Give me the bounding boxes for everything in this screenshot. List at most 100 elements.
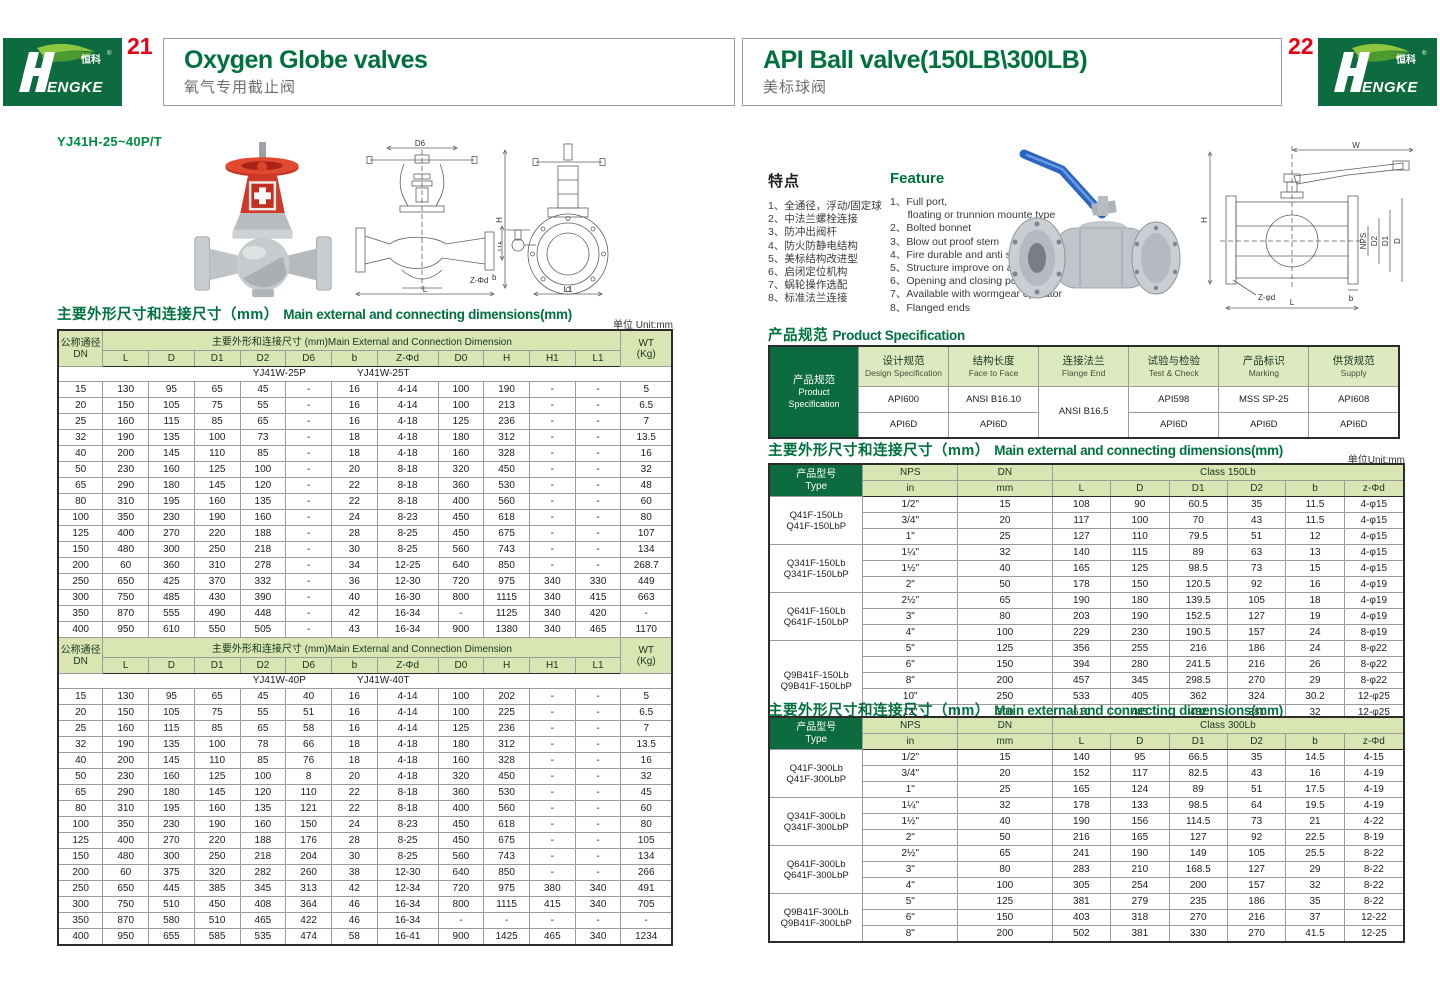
table-cell: 290 xyxy=(102,784,150,801)
table-cell: - xyxy=(574,704,622,721)
table-row: 4" 100 229 230 190.5 157 24 8-φ19 xyxy=(769,624,1405,641)
table-cell: 40 xyxy=(57,445,104,462)
col-header: D xyxy=(148,657,195,674)
table-cell: 4-19 xyxy=(1343,765,1405,782)
table-cell: 618 xyxy=(483,816,530,833)
table-cell: 210 xyxy=(1110,861,1170,878)
table-cell: - xyxy=(285,381,332,398)
table-cell: 340 xyxy=(528,621,576,638)
table-cell: 134 xyxy=(620,848,673,865)
spec-title-zh: 产品规范 xyxy=(768,328,828,344)
table-cell: 115 xyxy=(148,413,195,430)
table-cell: 720 xyxy=(437,880,485,897)
col-header-wt: WT (Kg) xyxy=(620,330,673,367)
table-cell: 8-22 xyxy=(1343,893,1405,910)
table-cell: 100 xyxy=(957,877,1053,894)
table-cell: 400 xyxy=(437,800,485,817)
table-cell: 70 xyxy=(1168,512,1228,529)
table-cell: 105 xyxy=(1226,592,1287,609)
table-cell: 165 xyxy=(1110,829,1170,846)
table-cell: 270 xyxy=(1226,925,1287,943)
spec-table-wrap: 产品规范 Product Specification 设计规范 Design Sp… xyxy=(768,345,1400,439)
table-cell: 186 xyxy=(1226,640,1287,657)
table-cell: 655 xyxy=(148,928,195,946)
table-cell: 8-22 xyxy=(1343,861,1405,878)
table-cell: 360 xyxy=(437,784,485,801)
table-cell: 190.5 xyxy=(1168,624,1228,641)
table-row: 3/4" 20 152 117 82.5 43 16 4-19 xyxy=(769,765,1405,782)
table-cell: 24 xyxy=(330,816,378,833)
spec-col-header: 连接法兰 Flange End xyxy=(1038,345,1130,387)
table-cell: 415 xyxy=(528,896,576,913)
table-cell: 65 xyxy=(193,688,241,705)
spec-cell: ANSI B16.10 xyxy=(948,385,1040,413)
table-cell: 1/2" xyxy=(862,496,959,513)
table-row: 300 750 510 450 408 364 46 16-34 800 1115 415 340 70… xyxy=(57,896,673,913)
table-cell: 45 xyxy=(239,381,287,398)
table-cell: 220 xyxy=(193,525,241,542)
table-cell: - xyxy=(285,461,332,478)
table-cell: 400 xyxy=(102,832,150,849)
table-cell: - xyxy=(437,605,485,622)
page-title-box-right: API Ball valve(150LB\300LB) 美标球阀 xyxy=(742,38,1282,106)
table-cell: 12-30 xyxy=(376,864,439,881)
table-cell: 40 xyxy=(285,688,332,705)
table-cell: 125 xyxy=(193,461,241,478)
col-header-nps: NPS xyxy=(862,717,959,734)
table-cell: 1" xyxy=(862,781,959,798)
table-cell: 318 xyxy=(1110,909,1170,926)
table-cell: 230 xyxy=(148,509,195,526)
table-cell: 350 xyxy=(57,605,104,622)
table-cell: 200 xyxy=(957,925,1053,943)
table-cell: - xyxy=(528,541,576,558)
table-cell: 100 xyxy=(239,461,287,478)
col-header: L1 xyxy=(574,350,622,367)
table-cell: 415 xyxy=(574,589,622,606)
table-cell: - xyxy=(574,768,622,785)
features-en-title: Feature xyxy=(890,170,945,187)
table-cell: 115 xyxy=(148,720,195,737)
spec-col-header: 供货规范 Supply xyxy=(1308,345,1400,387)
col-header: Z-Φd xyxy=(376,657,439,674)
table-cell: 105 xyxy=(148,397,195,414)
table-cell: 3/4" xyxy=(862,512,959,529)
table-cell: 98.5 xyxy=(1168,797,1228,814)
table-row: 2" 50 178 150 120.5 92 16 4-φ19 xyxy=(769,576,1405,593)
table-cell: 110 xyxy=(1110,528,1170,545)
table-row: 3/4" 20 117 100 70 43 11.5 4-φ15 xyxy=(769,512,1405,529)
table-cell: 650 xyxy=(102,880,150,897)
table-cell: 1115 xyxy=(483,896,530,913)
spec-corner-cell: 产品规范 Product Specification xyxy=(768,345,859,439)
table-cell: 80 xyxy=(57,800,104,817)
table-cell: - xyxy=(574,413,622,430)
table-cell: 1/2" xyxy=(862,749,959,766)
table-row: 125 400 270 220 188-28 8-25 450 675- -107 xyxy=(57,525,673,542)
table-cell: - xyxy=(528,752,576,769)
table-cell: 230 xyxy=(1110,624,1170,641)
table-cell: - xyxy=(574,736,622,753)
table-cell: 385 xyxy=(193,880,241,897)
table-cell: 900 xyxy=(437,928,485,946)
table-cell: 60 xyxy=(620,493,673,510)
table-cell: 3" xyxy=(862,861,959,878)
table-cell: - xyxy=(528,784,576,801)
table-cell: 313 xyxy=(285,880,332,897)
table-cell: 125 xyxy=(1110,560,1170,577)
table-cell: 229 xyxy=(1051,624,1112,641)
table-row: Q9B41F-150Lb Q9B41F-150LbP 5" 125 356 255 216 1… xyxy=(768,640,1405,722)
table-row: 1" 25 165 124 89 51 17.5 4-19 xyxy=(769,781,1405,798)
dims150-title-zh: 主要外形尺寸和连接尺寸（mm） xyxy=(768,443,990,459)
table-cell: 110 xyxy=(193,752,241,769)
table-cell: 140 xyxy=(1051,544,1112,561)
table-cell: 200 xyxy=(57,557,104,574)
table-cell: 16 xyxy=(330,381,378,398)
feature-item: 4、防火防静电结构 xyxy=(768,239,858,252)
table-cell: 1½" xyxy=(862,560,959,577)
table-cell: 450 xyxy=(437,525,485,542)
table-cell: 30 xyxy=(330,541,378,558)
table-cell: 465 xyxy=(239,912,287,929)
table-cell: 145 xyxy=(148,752,195,769)
table-cell: - xyxy=(574,800,622,817)
table-cell: 82.5 xyxy=(1168,765,1228,782)
table-cell: 533 xyxy=(1051,688,1112,705)
